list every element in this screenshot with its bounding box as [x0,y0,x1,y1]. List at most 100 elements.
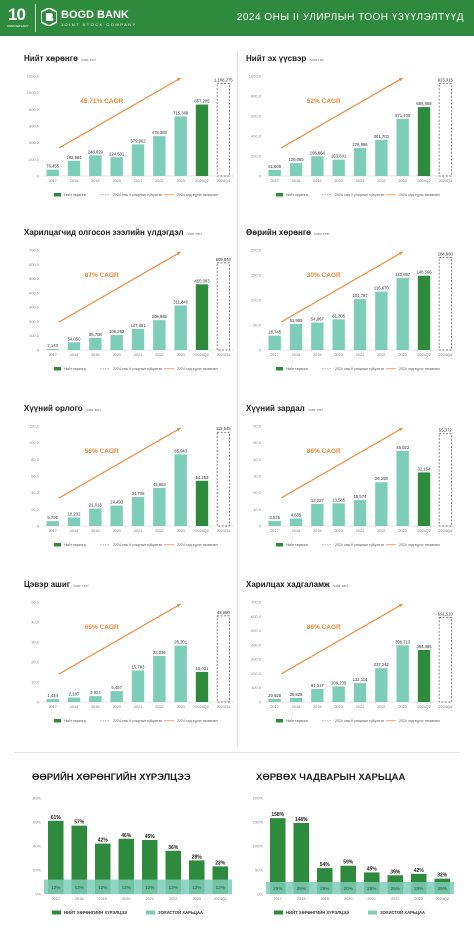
y-tick-label: 40,0 [31,620,40,625]
legend-label-h1: 2024 оны II улирлын гүйцэтгэл [113,543,162,547]
data-label: 23,036 [153,650,166,655]
data-label: 13,585 [332,497,345,502]
x-tick-label: 2017 [270,529,278,533]
cagr-label: 56% CAGR [85,448,119,455]
bar [289,163,303,176]
bar [396,645,409,702]
x-tick-label: 2021 [356,529,364,533]
ratio-data-label: 36% [168,845,179,851]
x-tick-label: 2023 [176,353,184,357]
bar [332,159,345,176]
legend-label-norm: ЗОХИСТОЙ ХАРЬЦАА [380,910,425,915]
ratio-data-label: 148% [295,817,308,823]
data-label: 15,783 [132,664,145,669]
bar [396,118,409,176]
bar-current [195,671,209,702]
ratio-data-label: 39% [390,869,401,875]
cagr-label: 45.71% CAGR [80,98,123,105]
legend-label-actual: НИЙТ ХӨРӨНГИЙН ХҮРЭЛЦЭЭ [64,910,127,915]
column-divider [237,52,238,747]
legend-swatch-actual [276,193,283,197]
panel-total-liabilities: Нийт эх үүсвэр/сая төг/ 0 200,0 400,0 600,0… [246,54,458,219]
bar [311,156,324,176]
data-label: 311,840 [173,299,188,304]
bar [353,683,367,702]
norm-band [44,879,232,894]
data-label: 147,351 [130,323,146,328]
data-label: 715,368 [173,110,189,115]
cagr-arrow [58,603,181,675]
x-tick-label: 2023 [176,705,184,709]
legend-swatch-actual [276,719,283,723]
x-tick-label: 2024Q4 [439,529,453,533]
panel-interest-expense: Хүүний зардал/сая төг/ 0 10,0 20,0 30,0 40,0… [246,404,458,569]
legend-label-h1: 2024 оны II улирлын гүйцэтгэл [335,719,384,723]
legend-swatch-actual [54,719,61,723]
data-label: 32,154 [418,466,431,471]
anniversary-sub: ANNIVERSARY [7,24,29,28]
x-tick-label: 2022 [377,529,385,533]
data-label: 26,258 [375,476,388,481]
x-tick-label: 2019 [313,179,321,183]
x-tick-label: 2019 [91,179,99,183]
x-tick-label: 2021 [134,179,142,183]
total-liabilities-chart: 0 200,0 400,0 600,0 800,0 1000,0 61,609 2017 129… [249,74,456,197]
norm-label: 25% [320,886,329,891]
x-tick-label: 2022 [391,897,399,901]
panel-net-profit: Цэвэр ашиг/сая төг/ 0 10,0 20,0 30,0 40,0 50,… [24,580,236,745]
bar-forecast [216,262,230,351]
capital-adequacy-title: ӨӨРИЙН ХӨРӨНГИЙН ХҮРЭЛЦЭЭ [32,772,191,783]
data-label: 105,253 [109,329,125,334]
x-tick-label: 2017 [48,179,56,183]
data-label: 379,962 [130,138,146,143]
bar [174,305,187,350]
liquidity-ratio-title: ХӨРВӨХ ЧАДВАРЫН ХАРЬЦАА [256,772,406,783]
x-tick-label: 2023 [398,529,406,533]
data-label: 609,844 [216,257,232,262]
x-tick-label: 2023 [193,897,201,901]
bar [311,503,324,526]
y-tick-label: 0 [259,700,262,705]
data-label: 10,232 [68,511,81,516]
ratio-data-label: 23% [215,860,226,866]
x-tick-label: 2024Q2 [195,353,209,357]
x-tick-label: 2023 [176,529,184,533]
data-label: 51,905 [290,318,303,323]
interest-income-chart: 0 20,0 40,0 60,0 80,0 100,0 120,0 5,795 2017 10,2… [29,424,234,547]
current-deposits-chart: 0 100,0 200,0 300,0 400,0 500,0 600,0 700,0 20,9… [251,600,456,723]
y-tick-label: 300,0 [251,657,262,662]
bar-forecast [216,431,230,527]
x-tick-label: 2024Q4 [217,705,231,709]
y-tick-label: 30,0 [31,640,40,645]
y-tick-label: 60% [33,820,41,825]
data-label: 224,591 [109,151,125,156]
x-tick-label: 2022 [155,353,163,357]
panel-interest-income: Хүүний орлого/сая төг/ 0 20,0 40,0 60,0 80,0… [24,404,236,569]
x-tick-label: 2019 [313,353,321,357]
y-tick-label: 400,0 [251,134,262,139]
bank-logo-icon [41,8,57,26]
x-tick-label: 2018 [292,705,300,709]
panel-title: Хүүний зардал/сая төг/ [246,404,323,413]
legend-label-h1: 2024 оны II улирлын гүйцэтгэл [113,367,162,371]
panel-title: Харилцах хадгаламж/сая төг/ [246,580,348,589]
x-tick-label: 2023 [415,897,423,901]
data-label: 15,574 [354,494,367,499]
y-tick-label: 150% [253,820,264,825]
y-tick-label: 200,0 [251,154,262,159]
bar [89,508,102,526]
legend-swatch-actual [54,543,61,547]
x-tick-label: 2017 [48,529,56,533]
x-tick-label: 2019 [91,705,99,709]
y-tick-label: 800,0 [29,107,40,112]
bar [89,155,102,176]
data-label: 2,187 [69,692,80,697]
x-tick-label: 2022 [377,705,385,709]
x-tick-label: 2024Q2 [195,529,209,533]
x-tick-label: 2024Q2 [417,529,431,533]
cagr-arrow-head [176,428,181,432]
bar-current [195,284,209,350]
data-label: 248,829 [88,149,104,154]
bar [131,328,145,350]
legend-label-forecast: 2024 онд хүрэх төсөөлөл [399,543,440,547]
